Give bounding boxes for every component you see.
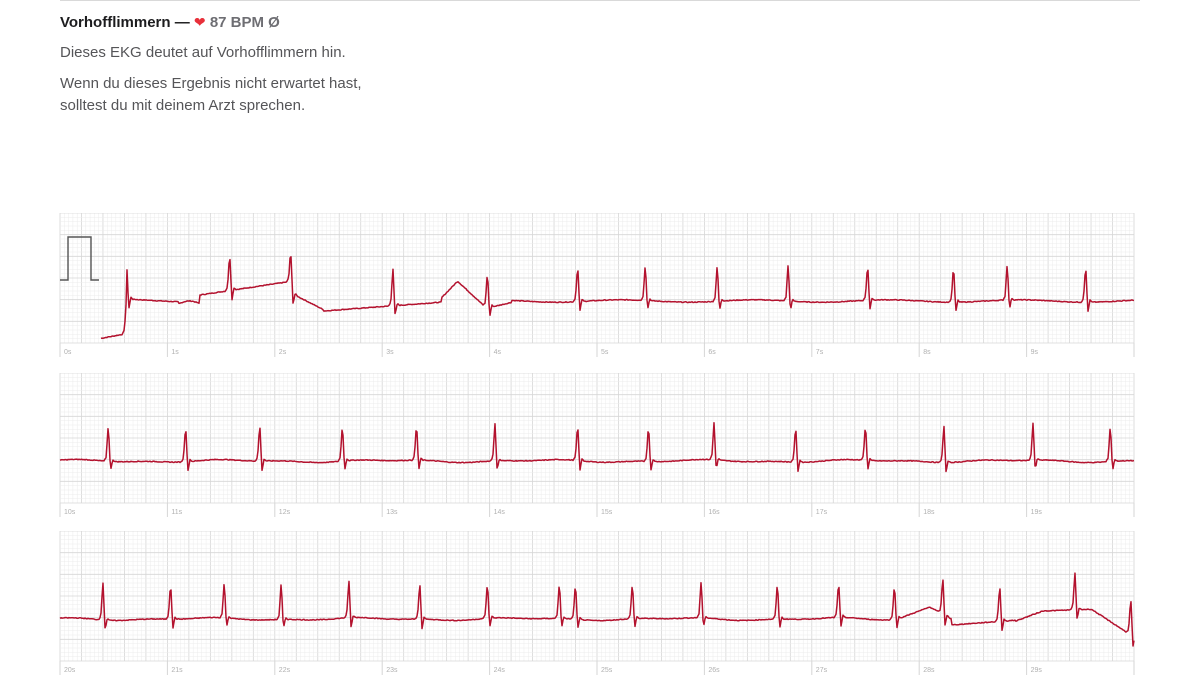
ecg-strip-2: 20s 21s 22s 23s 24s 25s 26s 27s 28s 29s <box>0 531 1200 675</box>
time-label: 7s <box>816 349 824 356</box>
time-label: 3s <box>386 349 394 356</box>
ecg-gridlines <box>59 531 1135 662</box>
ecg-strip-1: 10s 11s 12s 13s 14s 15s 16s 17s 18s 19s <box>0 373 1200 517</box>
time-label: 28s <box>923 667 935 674</box>
ecg-strip-0: 0s 1s 2s 3s 4s 5s 6s 7s 8s 9s <box>0 213 1200 357</box>
title-separator: — <box>174 14 190 31</box>
time-label: 1s <box>171 349 179 356</box>
heart-icon: ❤ <box>193 14 206 30</box>
time-label: 27s <box>816 667 828 674</box>
time-label: 13s <box>386 509 398 516</box>
top-divider <box>60 0 1140 1</box>
time-label: 15s <box>601 509 613 516</box>
time-label: 4s <box>494 349 502 356</box>
time-label: 25s <box>601 667 613 674</box>
time-label: 18s <box>923 509 935 516</box>
ecg-trace <box>59 422 1135 473</box>
time-label: 16s <box>708 509 720 516</box>
ecg-gridlines <box>59 373 1135 504</box>
time-label: 21s <box>171 667 183 674</box>
time-label: 19s <box>1031 509 1043 516</box>
time-label: 14s <box>494 509 506 516</box>
time-label: 8s <box>923 349 931 356</box>
average-symbol: Ø <box>268 14 280 31</box>
time-label: 6s <box>708 349 716 356</box>
time-label: 11s <box>171 509 182 516</box>
result-title: Vorhofflimmern — ❤ 87 BPM Ø <box>60 11 660 34</box>
time-label: 29s <box>1031 667 1043 674</box>
time-label: 9s <box>1031 349 1039 356</box>
time-label: 5s <box>601 349 609 356</box>
time-label: 24s <box>494 667 506 674</box>
ecg-grid-1: 10s 11s 12s 13s 14s 15s 16s 17s 18s 19s <box>59 373 1135 517</box>
time-label: 2s <box>279 349 287 356</box>
time-label: 23s <box>386 667 398 674</box>
heart-rate-value: 87 BPM <box>209 14 264 31</box>
ecg-trace <box>100 256 1135 340</box>
time-label: 20s <box>64 667 76 674</box>
time-label: 26s <box>708 667 720 674</box>
ecg-trace <box>59 572 1135 647</box>
time-label: 17s <box>816 509 828 516</box>
time-label: 22s <box>279 667 291 674</box>
result-description: Dieses EKG deutet auf Vorhofflimmern hin… <box>60 44 346 61</box>
ecg-grid-2: 20s 21s 22s 23s 24s 25s 26s 27s 28s 29s <box>59 531 1135 675</box>
ecg-summary: Vorhofflimmern — ❤ 87 BPM Ø Dieses EKG d… <box>60 11 660 117</box>
time-label: 0s <box>64 349 72 356</box>
ecg-gridlines <box>59 213 1135 344</box>
calibration-pulse <box>60 236 99 281</box>
ecg-grid-0: 0s 1s 2s 3s 4s 5s 6s 7s 8s 9s <box>59 213 1135 357</box>
diagnosis-label: Vorhofflimmern <box>60 14 171 31</box>
result-advice: Wenn du dieses Ergebnis nicht erwartet h… <box>60 75 362 114</box>
time-label: 12s <box>279 509 291 516</box>
time-label: 10s <box>64 509 76 516</box>
